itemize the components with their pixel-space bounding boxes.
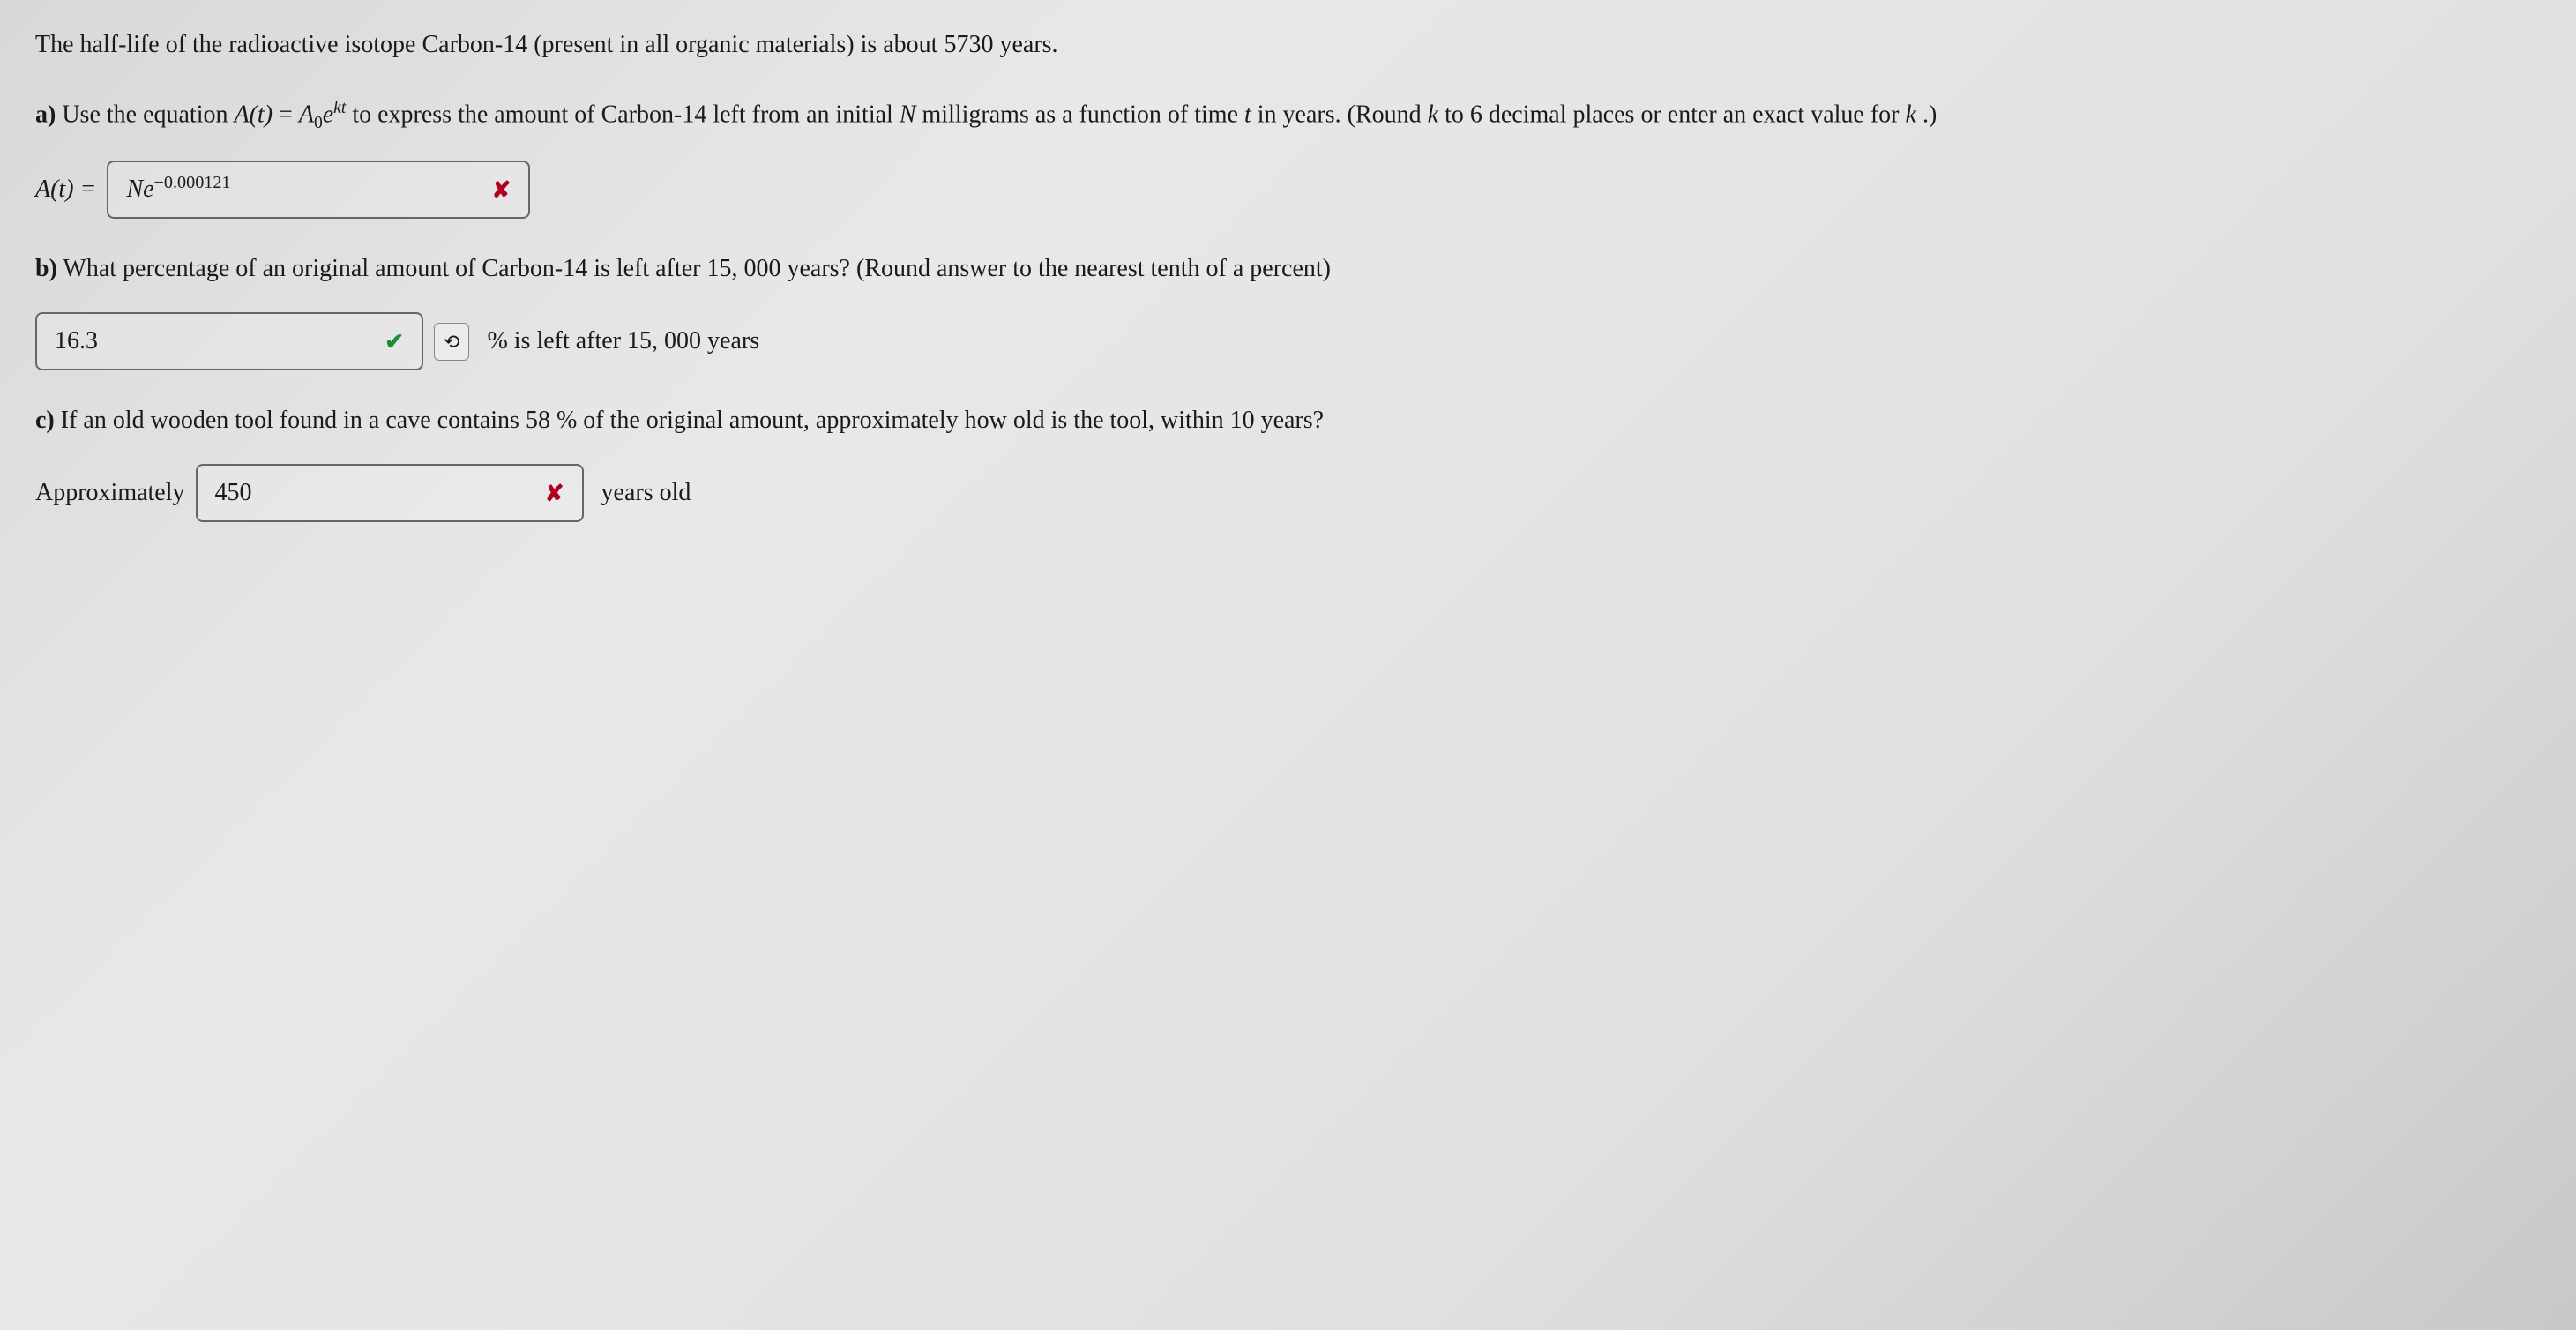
eq-e: e: [323, 101, 333, 128]
answer-b-value: 16.3: [55, 323, 98, 360]
part-a-label: a): [35, 101, 56, 128]
eq-A0-sub: 0: [314, 114, 323, 132]
part-c-label: c): [35, 407, 55, 434]
answer-a-value: Ne−0.000121: [126, 171, 230, 208]
answer-a-input[interactable]: Ne−0.000121 ✘: [107, 161, 530, 219]
answer-b-input[interactable]: 16.3 ✔: [35, 312, 423, 370]
eq-exp-kt: kt: [333, 99, 346, 117]
part-a: a) Use the equation A(t) = A0ekt to expr…: [35, 95, 2541, 219]
correct-icon: ✔: [374, 325, 404, 359]
part-c-text: If an old wooden tool found in a cave co…: [61, 407, 1324, 434]
eq-lhs: A(t): [235, 101, 273, 128]
part-c-answer-row: Approximately 450 ✘ years old: [35, 464, 2541, 522]
part-a-text-2: to express the amount of Carbon-14 left …: [352, 101, 900, 128]
answer-c-input[interactable]: 450 ✘: [196, 464, 584, 522]
answer-c-prefix: Approximately: [35, 474, 185, 512]
part-b-suffix: % is left after 15, 000 years: [487, 323, 759, 360]
part-b-label: b): [35, 255, 57, 282]
answer-a-base: Ne: [126, 176, 153, 203]
part-b-text: What percentage of an original amount of…: [63, 255, 1331, 282]
incorrect-icon: ✘: [482, 173, 511, 207]
retry-button[interactable]: ⟲: [434, 323, 469, 361]
eq-equals: =: [279, 101, 299, 128]
answer-c-value: 450: [215, 474, 252, 512]
part-a-text-5: to 6 decimal places or enter an exact va…: [1445, 101, 1905, 128]
part-a-text-1: Use the equation: [62, 101, 234, 128]
part-a-text-3: milligrams as a function of time: [922, 101, 1244, 128]
problem-intro: The half-life of the radioactive isotope…: [35, 26, 2541, 64]
answer-a-prefix: A(t) =: [35, 171, 96, 208]
part-a-answer-row: A(t) = Ne−0.000121 ✘: [35, 161, 2541, 219]
answer-a-exp: −0.000121: [154, 173, 231, 192]
part-a-text-6: .): [1923, 101, 1937, 128]
k-var: k: [1428, 101, 1438, 128]
time-t: t: [1244, 101, 1251, 128]
part-c: c) If an old wooden tool found in a cave…: [35, 402, 2541, 522]
part-b-answer-row: 16.3 ✔ ⟲ % is left after 15, 000 years: [35, 312, 2541, 370]
part-a-text-4: in years. (Round: [1258, 101, 1428, 128]
k-var-2: k: [1906, 101, 1916, 128]
part-c-suffix: years old: [601, 474, 691, 512]
retry-icon: ⟲: [444, 331, 459, 353]
initial-N: N: [900, 101, 916, 128]
eq-A0-base: A: [299, 101, 314, 128]
part-b: b) What percentage of an original amount…: [35, 250, 2541, 370]
incorrect-icon: ✘: [534, 476, 564, 511]
